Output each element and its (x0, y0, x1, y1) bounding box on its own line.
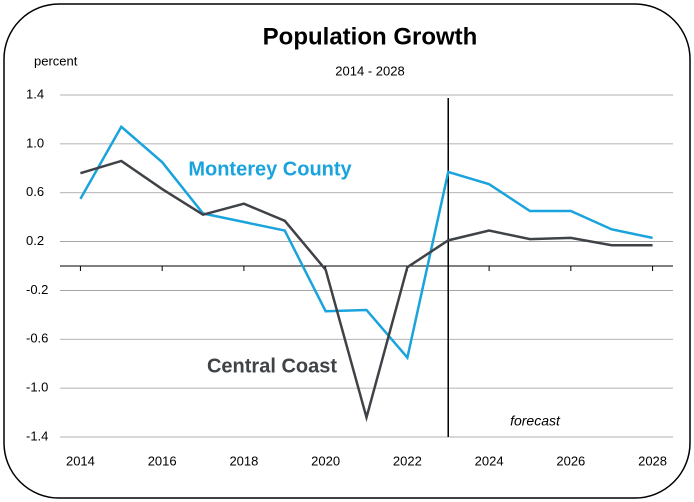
x-tick-label: 2014 (66, 453, 95, 468)
y-tick-label: 1.4 (26, 86, 44, 101)
y-tick-label: -1.4 (26, 428, 48, 443)
x-tick-label: 2022 (393, 453, 422, 468)
x-tick-label: 2028 (638, 453, 667, 468)
annotation: forecast (510, 413, 561, 429)
series-line (79, 124, 653, 361)
y-tick-label: 0.2 (26, 233, 44, 248)
y-axis-label: percent (34, 53, 78, 68)
annotation: Monterey County (188, 158, 352, 180)
chart-subtitle: 2014 - 2028 (335, 63, 404, 78)
chart-title: Population Growth (263, 23, 478, 50)
x-tick-label: 2020 (311, 453, 340, 468)
y-tick-label: -1.0 (26, 380, 48, 395)
series-line (80, 159, 653, 423)
x-tick-label: 2026 (556, 453, 585, 468)
y-tick-label: 1.0 (26, 135, 44, 150)
y-tick-label: 0.6 (26, 184, 44, 199)
y-tick-label: -0.6 (26, 331, 48, 346)
y-tick-label: -0.2 (26, 282, 48, 297)
annotation: Central Coast (207, 355, 337, 377)
x-tick-label: 2024 (475, 453, 504, 468)
x-tick-label: 2018 (229, 453, 258, 468)
frame (3, 3, 691, 499)
x-tick-label: 2016 (148, 453, 177, 468)
